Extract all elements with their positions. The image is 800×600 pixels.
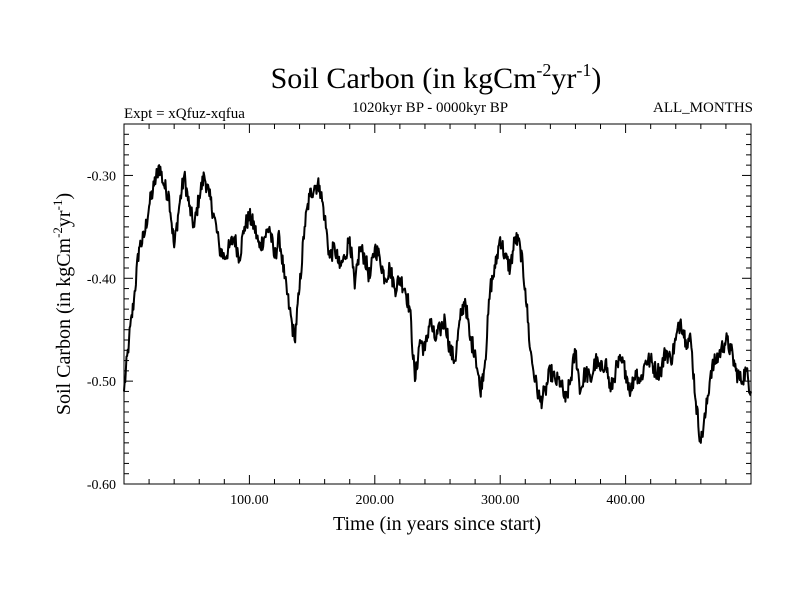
y-tick-label: -0.50 <box>87 375 116 390</box>
plot-frame <box>123 123 752 485</box>
x-tick-label: 200.00 <box>356 493 395 508</box>
x-tick-label: 300.00 <box>481 493 520 508</box>
subtitle-expt: Expt = xQfuz-xqfua <box>124 106 245 122</box>
y-tick-label: -0.60 <box>87 478 116 493</box>
x-tick-label: 400.00 <box>606 493 645 508</box>
x-tick-label: 100.00 <box>230 493 269 508</box>
subtitle-period: 1020kyr BP - 0000kyr BP <box>352 100 508 116</box>
y-axis-label: Soil Carbon (in kgCm-2yr-1) <box>50 193 75 415</box>
x-axis-label: Time (in years since start) <box>333 513 541 535</box>
y-tick-labels: -0.60 -0.50 -0.40 -0.30 <box>87 169 116 493</box>
y-tick-label: -0.30 <box>87 169 116 184</box>
x-tick-labels: 100.00 200.00 300.00 400.00 <box>230 493 645 508</box>
y-tick-label: -0.40 <box>87 272 116 287</box>
series-line-soil-carbon <box>123 164 752 444</box>
chart-title: Soil Carbon (in kgCm-2yr-1) <box>271 60 602 95</box>
axis-ticks <box>124 123 751 485</box>
subtitle-months: ALL_MONTHS <box>653 100 753 116</box>
